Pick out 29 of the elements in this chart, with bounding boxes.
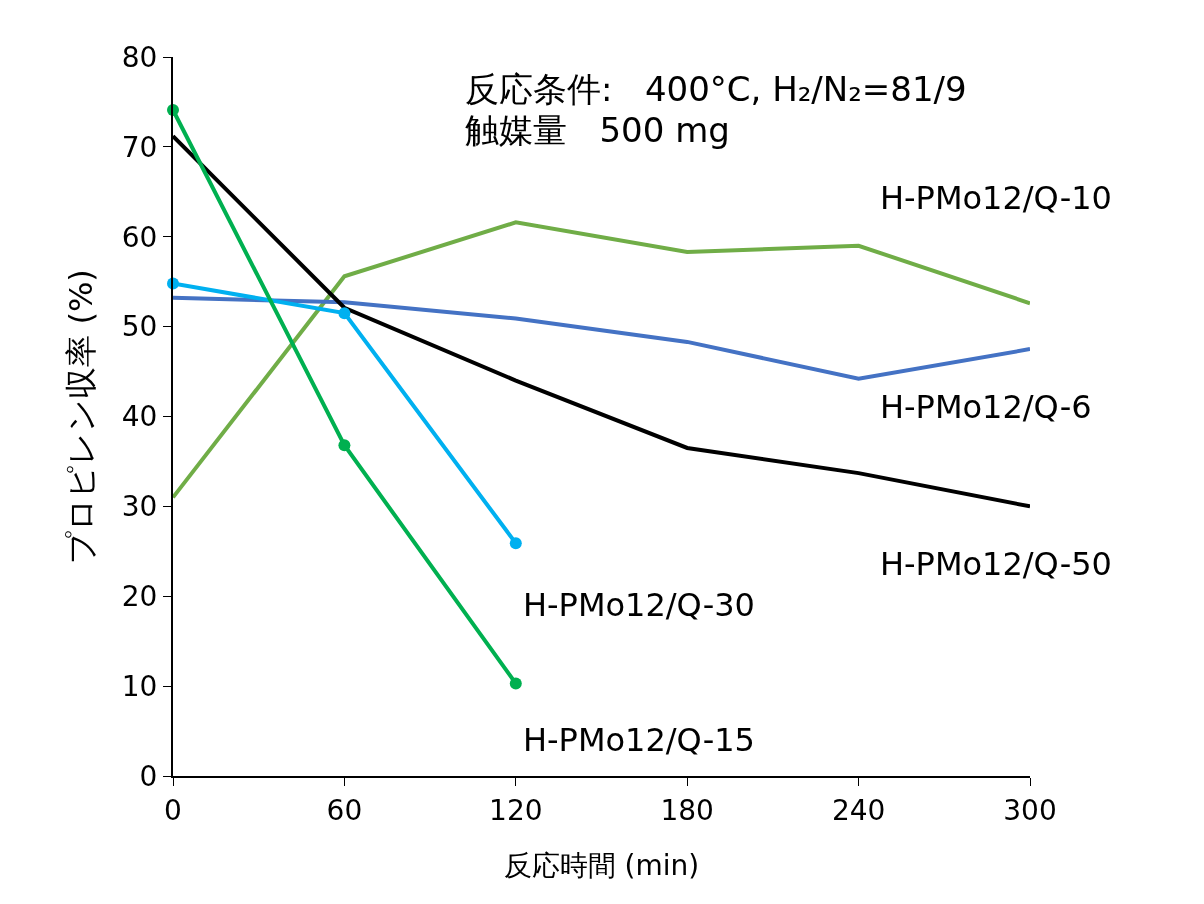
y-tick-label: 60 [121, 220, 158, 254]
series-label: H-PMo12/Q-10 [880, 179, 1112, 217]
point [338, 307, 351, 320]
x-tick-label: 240 [831, 793, 886, 827]
x-tick-label: 120 [489, 793, 543, 827]
series-label: H-PMo12/Q-6 [880, 388, 1092, 426]
series-label: H-PMo12/Q-15 [523, 721, 755, 759]
y-tick-label: 10 [121, 669, 158, 703]
x-tick-label: 0 [164, 793, 182, 827]
y-axis-title: プロピレン収率 (%) [61, 269, 100, 564]
point [509, 677, 522, 690]
y-tick-label: 40 [121, 400, 158, 434]
series-label: H-PMo12/Q-30 [523, 586, 755, 624]
x-tick-label: 180 [660, 793, 714, 827]
y-tick-label: 70 [121, 130, 158, 164]
series-label: H-PMo12/Q-50 [880, 545, 1112, 583]
y-tick-label: 30 [121, 490, 158, 524]
y-tick-label: 20 [121, 580, 158, 614]
y-tick-label: 0 [139, 759, 158, 793]
x-tick-label: 60 [326, 793, 363, 827]
y-tick-label: 50 [121, 310, 158, 344]
annotation: 触媒量 500 mg [465, 110, 730, 150]
y-tick-label: 80 [121, 40, 158, 74]
annotation: 反応条件: 400°C, H₂/N₂=81/9 [465, 69, 967, 109]
x-axis-title: 反応時間 (min) [503, 849, 700, 883]
x-tick-label: 300 [1003, 793, 1057, 827]
line-series [173, 295, 1030, 381]
point [509, 537, 522, 550]
point [338, 439, 351, 452]
